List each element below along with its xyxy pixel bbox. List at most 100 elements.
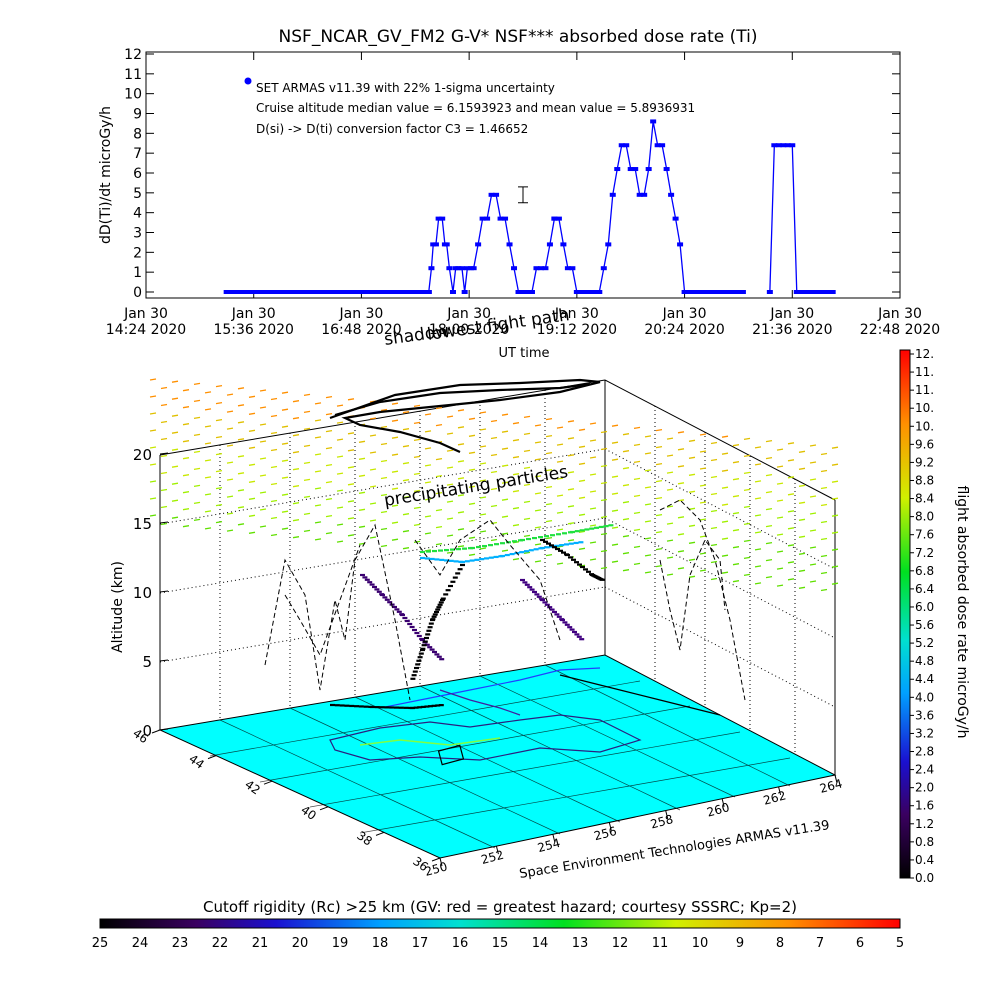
particle-mark [743,539,751,543]
particle-mark [523,466,531,470]
particle-mark [435,406,443,410]
particle-mark [468,485,476,488]
particle-mark [776,567,784,570]
particle-mark [490,470,498,474]
particle-mark [171,380,179,383]
data-point [623,143,630,148]
particle-mark [380,442,388,446]
particle-mark [347,449,355,452]
particle-mark [314,453,322,456]
particle-mark [413,506,421,510]
particle-mark [193,399,201,403]
flight-altitude-track [330,524,614,710]
particle-mark [743,522,751,526]
rigidity-tick-label: 19 [332,936,349,951]
particle-mark [655,547,663,551]
particle-mark [633,494,641,498]
particle-mark [303,461,311,465]
particle-mark [424,447,432,450]
particle-mark [270,448,278,452]
particle-mark [182,491,190,494]
lat-tick [375,831,385,836]
particle-mark [710,577,718,581]
particle-mark [193,433,201,437]
particle-mark [182,389,190,392]
data-point [455,266,462,271]
particle-mark [512,439,520,442]
data-point [704,290,711,294]
particle-mark [160,522,168,526]
particle-mark [413,489,421,493]
particle-mark [314,436,322,439]
particle-mark [688,524,696,527]
data-point [309,290,316,294]
data-point [327,290,334,294]
particle-mark [754,531,762,534]
particle-mark [424,532,432,535]
rigidity-tick-label: 20 [292,936,309,951]
data-point [537,266,544,271]
particle-mark [314,419,322,422]
particle-mark [336,404,344,407]
data-point [825,290,832,294]
data-point [344,290,351,294]
particle-mark [589,490,597,493]
particle-mark [622,569,630,572]
data-point [546,242,553,247]
data-point [511,266,518,271]
particle-mark [776,516,784,519]
data-point [353,290,360,294]
lat-tick-label: 44 [186,752,207,772]
colorbar-tick-label: 9.6 [915,437,934,451]
y-tick-label: 1 [133,265,142,281]
particle-mark [424,498,432,501]
y-tick-label: 3 [133,226,142,242]
particle-mark [699,433,707,436]
colorbar-tick-label: 2.0 [915,781,934,795]
data-point [458,266,465,271]
particle-mark [468,434,476,437]
data-point [587,290,594,294]
particle-mark [457,494,465,497]
particle-mark [446,415,454,418]
particle-mark [457,460,465,463]
data-point [699,290,706,294]
particle-mark [754,514,762,517]
particle-mark [831,565,839,568]
data-point [439,216,446,221]
colorbar-tick-label: 5.6 [915,618,934,632]
rigidity-tick-label: 15 [492,936,509,951]
particle-mark [237,489,245,492]
particle-mark [644,554,652,557]
particle-mark [798,467,806,470]
particle-mark [435,474,443,478]
particle-mark [820,537,828,541]
data-point [708,290,715,294]
particle-mark [303,410,311,414]
colorbar-tick-label: 4.4 [915,672,934,686]
particle-mark [490,504,498,508]
particle-mark [292,536,300,539]
particle-mark [149,412,157,415]
particle-mark [765,575,773,579]
particle-mark [820,486,828,490]
particle-mark [523,415,531,419]
x-tick-label-time: 19:12 2020 [537,322,617,338]
particle-mark [468,451,476,454]
particle-mark [732,478,740,481]
particle-mark [380,476,388,480]
particle-mark [732,529,740,532]
particle-mark [160,386,168,390]
particle-mark [281,527,289,530]
particle-mark [292,519,300,522]
data-point [820,290,827,294]
particle-mark [567,471,575,474]
particle-mark [666,471,674,474]
particle-mark [281,442,289,445]
colorbar-tick-label: 4.8 [915,654,934,668]
particle-mark [237,438,245,441]
y-tick-label: 5 [133,186,142,202]
data-point [829,290,836,294]
particle-mark [193,484,201,488]
y-tick-label: 10 [124,87,142,103]
